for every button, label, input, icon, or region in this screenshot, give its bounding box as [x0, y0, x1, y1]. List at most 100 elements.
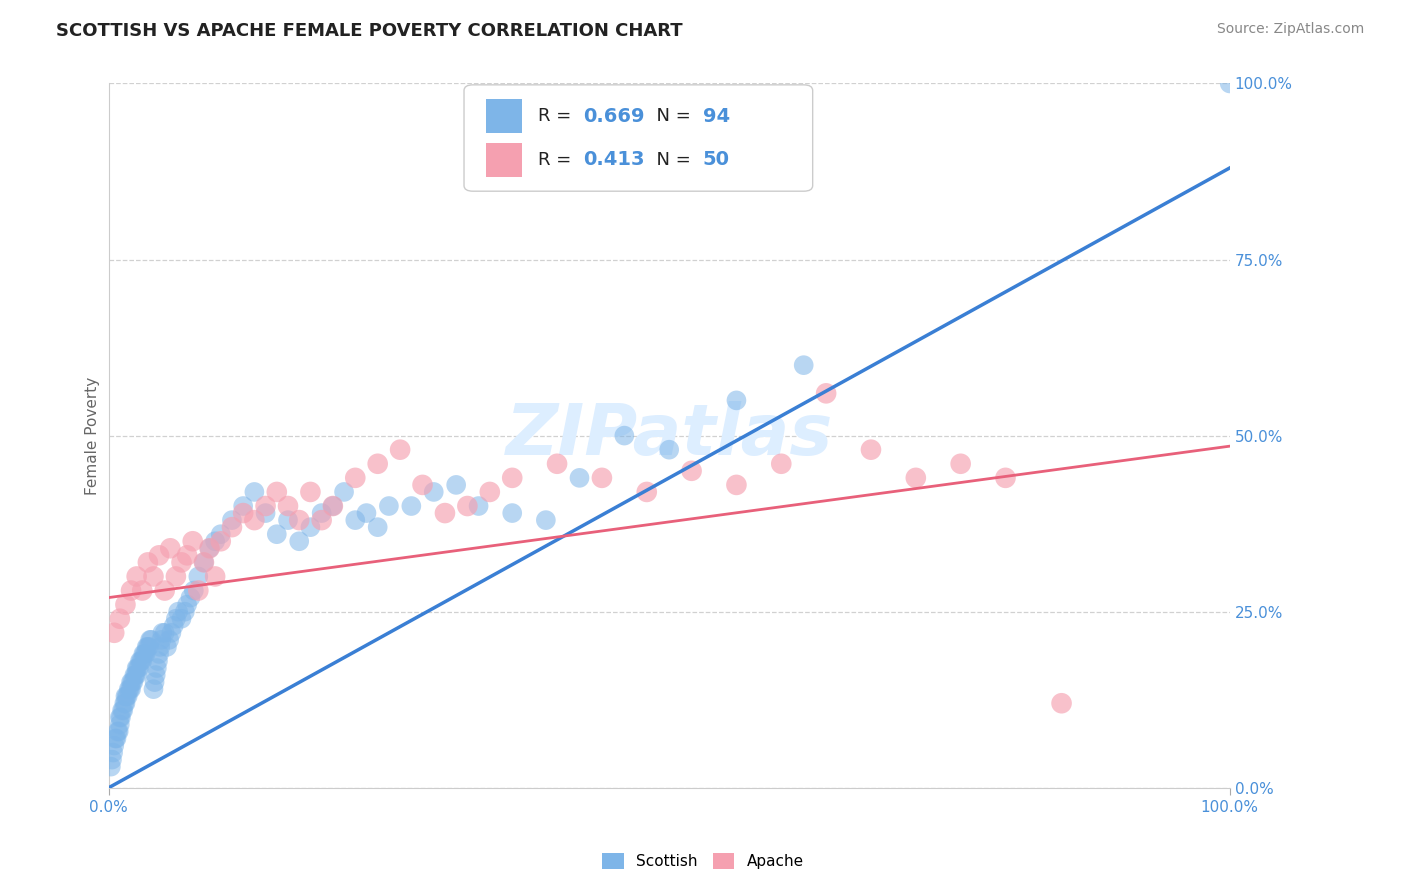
Point — [904, 471, 927, 485]
Text: Source: ZipAtlas.com: Source: ZipAtlas.com — [1216, 22, 1364, 37]
Point — [725, 393, 748, 408]
Point — [389, 442, 412, 457]
Point — [125, 569, 148, 583]
Point — [127, 661, 149, 675]
Point — [681, 464, 703, 478]
Point — [117, 689, 139, 703]
Point — [209, 534, 232, 549]
Point — [100, 759, 122, 773]
Point — [156, 640, 179, 654]
Point — [636, 485, 658, 500]
Point — [204, 534, 226, 549]
Point — [108, 717, 131, 731]
Point — [176, 598, 198, 612]
Point — [770, 457, 793, 471]
FancyBboxPatch shape — [486, 143, 522, 177]
Point — [501, 471, 523, 485]
Point — [367, 520, 389, 534]
Point — [152, 625, 174, 640]
Point — [277, 499, 299, 513]
Point — [148, 647, 170, 661]
Point — [467, 499, 489, 513]
Point — [266, 527, 288, 541]
Point — [111, 703, 134, 717]
Point — [444, 478, 467, 492]
Point — [131, 654, 153, 668]
Point — [344, 471, 367, 485]
Point — [139, 632, 162, 647]
Point — [1219, 77, 1241, 91]
Point — [103, 739, 125, 753]
Point — [149, 640, 172, 654]
Point — [153, 625, 176, 640]
Text: 0.669: 0.669 — [583, 107, 644, 126]
Text: SCOTTISH VS APACHE FEMALE POVERTY CORRELATION CHART: SCOTTISH VS APACHE FEMALE POVERTY CORREL… — [56, 22, 683, 40]
Text: N =: N = — [644, 107, 696, 125]
Point — [112, 703, 135, 717]
Point — [311, 513, 333, 527]
Point — [165, 612, 187, 626]
Point — [254, 499, 277, 513]
Point — [114, 696, 136, 710]
Point — [110, 710, 132, 724]
Point — [221, 520, 243, 534]
Point — [333, 485, 356, 500]
Point — [725, 478, 748, 492]
Point — [148, 549, 170, 563]
Point — [243, 513, 266, 527]
Point — [501, 506, 523, 520]
Point — [141, 632, 163, 647]
Point — [209, 527, 232, 541]
Point — [322, 499, 344, 513]
Point — [135, 647, 157, 661]
Point — [181, 534, 204, 549]
Point — [204, 569, 226, 583]
Point — [183, 583, 205, 598]
Point — [104, 731, 127, 746]
Point — [142, 682, 165, 697]
Point — [173, 605, 195, 619]
Point — [125, 668, 148, 682]
Point — [105, 731, 128, 746]
Point — [815, 386, 838, 401]
Point — [146, 661, 169, 675]
Text: N =: N = — [644, 151, 696, 169]
Point — [793, 358, 815, 372]
Point — [136, 640, 159, 654]
Point — [176, 549, 198, 563]
Point — [120, 682, 142, 697]
Point — [118, 682, 141, 697]
Point — [193, 555, 215, 569]
Point — [433, 506, 456, 520]
Point — [299, 485, 322, 500]
Point — [129, 654, 152, 668]
Text: 50: 50 — [703, 151, 730, 169]
Point — [243, 485, 266, 500]
Point — [254, 506, 277, 520]
Text: R =: R = — [538, 151, 576, 169]
Point — [142, 569, 165, 583]
Point — [187, 569, 209, 583]
Point — [187, 583, 209, 598]
Point — [153, 583, 176, 598]
Point — [170, 555, 193, 569]
Point — [179, 591, 201, 605]
Point — [132, 647, 155, 661]
Point — [114, 598, 136, 612]
Point — [146, 654, 169, 668]
Point — [108, 710, 131, 724]
Point — [546, 457, 568, 471]
Point — [114, 689, 136, 703]
Point — [136, 555, 159, 569]
Point — [534, 513, 557, 527]
Point — [367, 457, 389, 471]
Point — [949, 457, 972, 471]
Point — [311, 506, 333, 520]
Point — [143, 675, 166, 690]
Point — [299, 520, 322, 534]
Point — [107, 724, 129, 739]
Point — [103, 625, 125, 640]
Point — [115, 689, 138, 703]
Point — [288, 513, 311, 527]
Point — [478, 485, 501, 500]
